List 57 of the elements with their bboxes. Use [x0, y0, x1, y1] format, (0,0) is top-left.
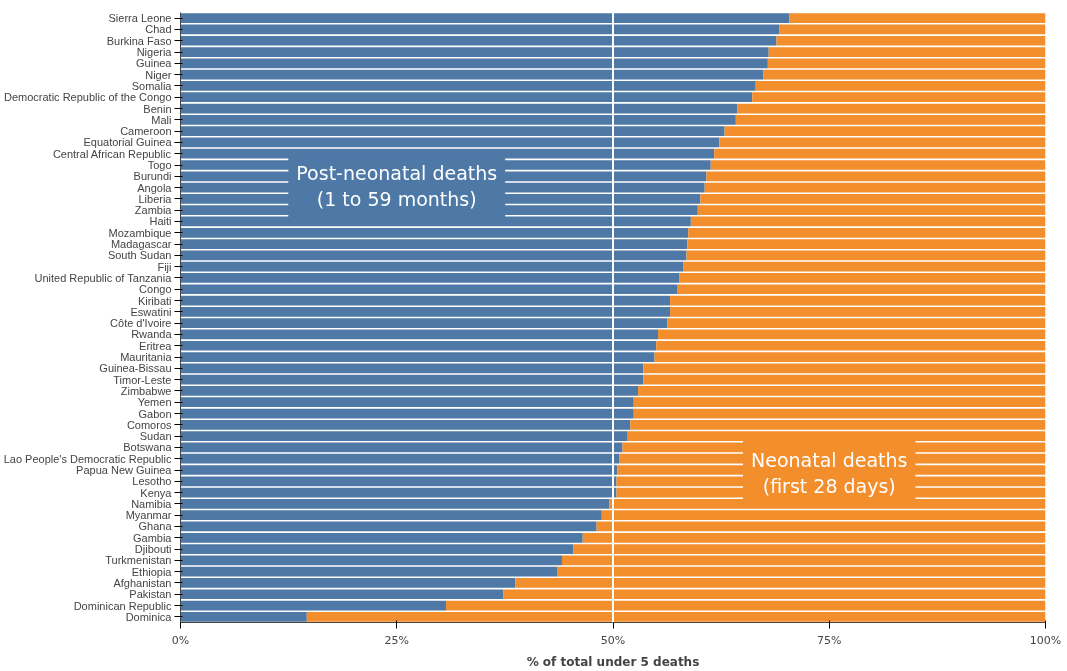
y-tick-label: Angola	[137, 181, 173, 194]
y-tick-label: Botswana	[123, 441, 173, 454]
y-tick-label: Congo	[139, 283, 172, 296]
y-tick-label: Kiribati	[137, 294, 172, 307]
y-tick-label: South Sudan	[107, 249, 172, 262]
y-tick-label: Haiti	[149, 215, 172, 228]
y-tick-label: Togo	[147, 159, 172, 171]
y-tick-label: Rwanda	[131, 328, 173, 341]
y-tick-label: Comoros	[126, 418, 172, 431]
y-tick-label: Côte d'Ivoire	[110, 317, 172, 330]
y-tick-label: Central African Republic	[52, 147, 172, 160]
y-tick-label: Sierra Leone	[108, 12, 172, 25]
y-tick-label: Lao People's Democratic Republic	[3, 452, 172, 465]
y-tick-label: Zimbabwe	[120, 384, 172, 397]
y-tick-label: Pakistan	[129, 588, 172, 601]
y-tick-label: Burkina Faso	[106, 34, 172, 47]
x-tick-label: 25%	[384, 633, 409, 647]
y-tick-label: Yemen	[137, 396, 172, 409]
y-tick-label: Zambia	[134, 204, 173, 217]
x-axis-title: % of total under 5 deaths	[526, 654, 700, 669]
x-tick-label: 100%	[1029, 633, 1062, 647]
y-tick-label: Mali	[151, 113, 172, 126]
y-tick-label: Gabon	[138, 407, 172, 420]
series-label: Neonatal deaths (first 28 days)	[751, 448, 908, 498]
x-tick-label: 75%	[817, 633, 842, 647]
y-tick-label: Democratic Republic of the Congo	[3, 91, 172, 104]
y-tick-label: Burundi	[133, 170, 172, 183]
y-tick-label: Chad	[145, 23, 172, 36]
y-tick-label: Lesotho	[132, 475, 172, 488]
y-tick-label: Turkmenistan	[105, 554, 172, 567]
x-tick-label: 0%	[171, 633, 190, 647]
y-tick-label: Niger	[145, 68, 172, 81]
y-tick-label: Dominican Republic	[73, 599, 172, 612]
y-tick-label: Equatorial Guinea	[83, 136, 173, 149]
y-tick-label: Fiji	[157, 260, 172, 273]
y-tick-label: Guinea-Bissau	[99, 362, 172, 375]
y-tick-label: Mozambique	[108, 226, 172, 239]
y-tick-label: Benin	[143, 102, 172, 115]
y-tick-label: Myanmar	[125, 509, 172, 522]
y-tick-label: Papua New Guinea	[76, 464, 173, 476]
y-tick-label: Cameroon	[120, 125, 172, 138]
y-tick-label: Eritrea	[139, 339, 173, 352]
y-tick-label: Madagascar	[110, 238, 172, 251]
y-tick-label: Guinea	[136, 57, 173, 70]
y-tick-label: Ghana	[138, 520, 173, 533]
y-tick-label: Eswatini	[130, 305, 172, 318]
x-tick-label: 50%	[600, 633, 626, 647]
y-tick-label: Sudan	[139, 430, 172, 443]
series-label: Post-neonatal deaths (1 to 59 months)	[296, 161, 498, 210]
y-tick-label: Ethiopia	[131, 565, 173, 578]
y-tick-label: Gambia	[132, 531, 173, 544]
y-tick-label: Mauritania	[120, 351, 173, 364]
y-tick-label: Nigeria	[136, 46, 173, 59]
y-tick-label: Kenya	[140, 486, 173, 499]
y-tick-label: Timor-Leste	[113, 373, 172, 386]
y-tick-label: Dominica	[125, 610, 173, 623]
y-tick-label: Djibouti	[134, 543, 172, 556]
